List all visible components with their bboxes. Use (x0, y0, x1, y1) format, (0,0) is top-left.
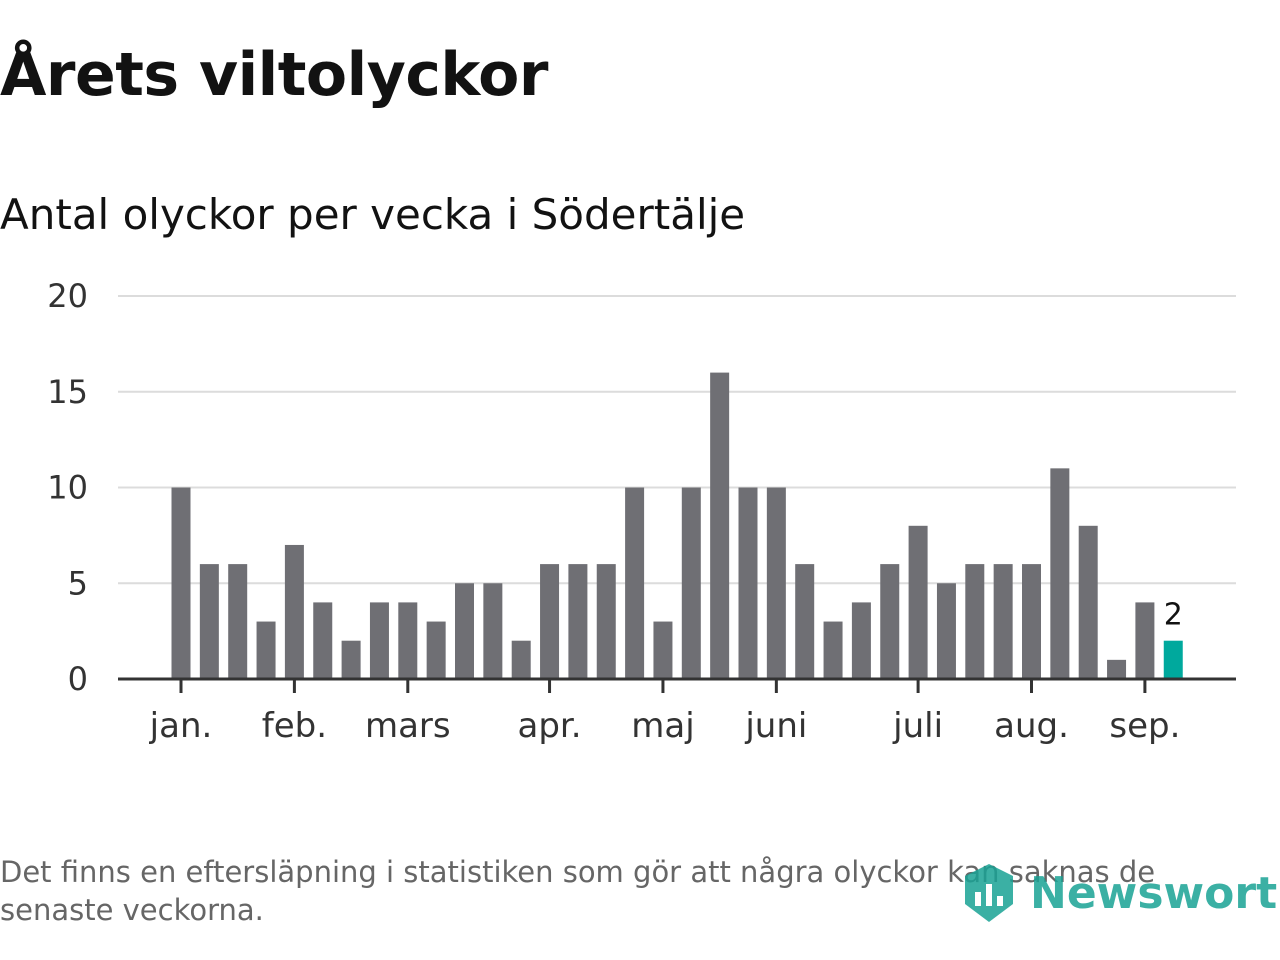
bar-week-3 (228, 564, 248, 679)
x-tick-label-4: maj (631, 706, 694, 746)
bar-week-33 (1078, 525, 1098, 679)
bar-week-11 (455, 583, 474, 679)
chart-title: Årets viltolyckor (0, 40, 549, 110)
bar-week-21 (738, 487, 758, 679)
x-tick-label-7: aug. (994, 706, 1069, 746)
data-labels: 2 (1164, 598, 1183, 633)
bar-week-17 (625, 487, 645, 679)
bar-week-29 (965, 564, 985, 679)
bar-week-4 (256, 621, 276, 679)
bar-week-18 (653, 621, 673, 679)
bar-week-12 (483, 583, 503, 679)
bar-chart: 0 5 10 15 20 jan. feb. mars apr. maj juni juli aug.… (47, 277, 1236, 746)
bar-week-7 (341, 640, 361, 679)
bar-week-30 (993, 564, 1013, 679)
bar-week-5 (284, 544, 304, 679)
footnote: Det finns en eftersläpning i statistiken… (0, 855, 1156, 927)
bar-week-2 (199, 564, 219, 679)
newsworthy-logo-text: Newsworthy (1030, 867, 1280, 919)
bar-week-6 (313, 602, 333, 679)
bar-week-1 (171, 487, 191, 679)
x-tick-label-6: juli (892, 706, 943, 746)
newsworthy-logo-icon (965, 864, 1013, 922)
grid-lines (118, 295, 1236, 585)
y-tick-label-0: 0 (68, 660, 88, 698)
bar-week-22 (766, 487, 786, 679)
x-tick-label-3: apr. (518, 706, 582, 746)
x-tick-label-5: juni (744, 706, 807, 746)
bar-week-25 (851, 602, 871, 679)
x-tick-label-2: mars (365, 706, 451, 746)
bar-week-20 (710, 372, 730, 679)
bars (171, 372, 1183, 679)
bar-week-8 (369, 602, 389, 679)
bar-week-35 (1135, 602, 1155, 679)
bar-week-36 (1163, 640, 1183, 679)
x-tick-label-1: feb. (262, 706, 327, 746)
bar-week-28 (936, 583, 956, 679)
x-tick-label-0: jan. (149, 706, 213, 746)
data-label-week-36: 2 (1164, 598, 1183, 633)
x-axis-ticks: jan. feb. mars apr. maj juni juli aug. sep. (149, 679, 1180, 746)
bar-week-16 (596, 564, 616, 679)
bar-week-26 (880, 564, 900, 679)
bar-week-24 (823, 621, 843, 679)
x-tick-label-8: sep. (1109, 706, 1180, 746)
y-tick-label-5: 5 (68, 564, 88, 602)
bar-week-27 (908, 525, 928, 679)
bar-week-15 (568, 564, 588, 679)
bar-week-31 (1022, 564, 1041, 679)
bar-week-14 (540, 564, 560, 679)
newsworthy-logo: Newsworthy (962, 862, 1280, 924)
bar-week-19 (681, 487, 701, 679)
bar-week-32 (1050, 468, 1070, 679)
bar-week-34 (1107, 659, 1127, 679)
chart-subtitle: Antal olyckor per vecka i Södertälje (0, 190, 746, 239)
bar-week-23 (795, 564, 815, 679)
y-axis-ticks: 0 5 10 15 20 (47, 277, 88, 698)
bar-week-9 (398, 602, 418, 679)
y-tick-label-20: 20 (47, 277, 88, 315)
bar-week-10 (426, 621, 446, 679)
y-tick-label-10: 10 (47, 469, 88, 507)
y-tick-label-15: 15 (47, 373, 88, 411)
bar-week-13 (511, 640, 531, 679)
